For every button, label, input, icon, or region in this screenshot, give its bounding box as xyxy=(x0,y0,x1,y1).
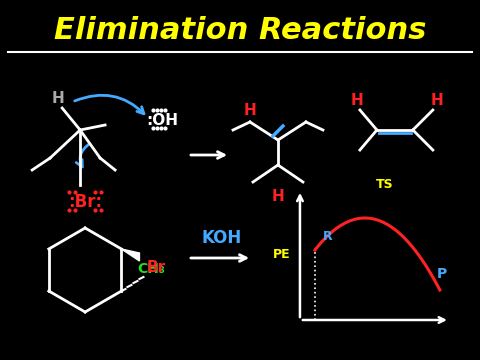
Text: P: P xyxy=(437,267,447,281)
Text: TS: TS xyxy=(376,178,394,191)
Text: Br: Br xyxy=(147,260,166,274)
Text: CH₃: CH₃ xyxy=(137,262,166,276)
Text: H: H xyxy=(244,103,256,117)
Text: H: H xyxy=(52,90,64,105)
Text: H: H xyxy=(272,189,284,203)
Text: KOH: KOH xyxy=(202,229,242,247)
Text: H: H xyxy=(350,93,363,108)
Text: R: R xyxy=(323,230,333,243)
Text: Elimination Reactions: Elimination Reactions xyxy=(54,15,426,45)
Text: :Br:: :Br: xyxy=(68,193,102,211)
Polygon shape xyxy=(121,249,140,261)
Text: PE: PE xyxy=(273,248,291,261)
FancyArrowPatch shape xyxy=(76,144,90,167)
FancyArrowPatch shape xyxy=(75,95,144,114)
Text: :OH: :OH xyxy=(146,113,178,127)
Text: H: H xyxy=(431,93,443,108)
